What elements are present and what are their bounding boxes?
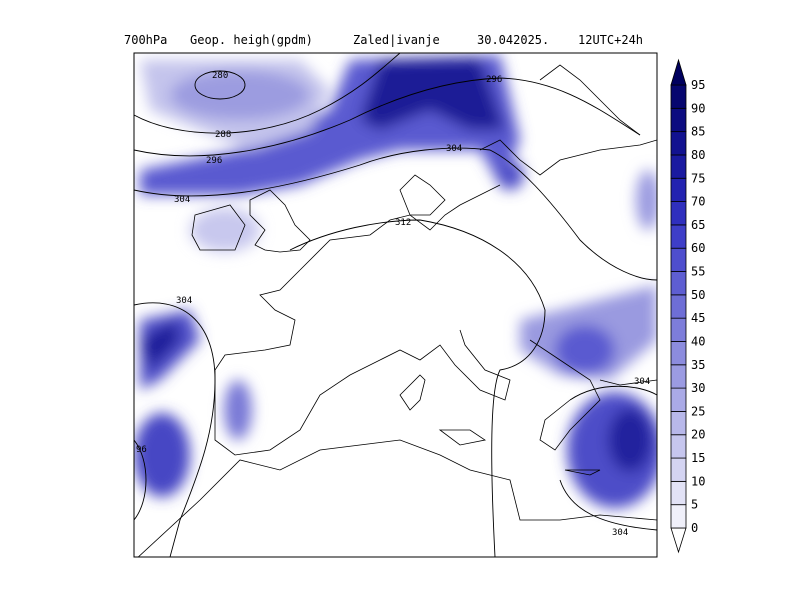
contour-label: 304: [612, 528, 628, 538]
colorbar-box: [670, 387, 687, 412]
colorbar-box: [670, 434, 687, 459]
contour-label: 280: [212, 71, 228, 81]
contour-label: 304: [174, 195, 190, 205]
contour-label: 96: [136, 445, 147, 455]
colorbar-box: [670, 107, 687, 133]
contour-label: 312: [395, 218, 411, 228]
colorbar-label: 15: [691, 451, 705, 465]
colorbar-label: 55: [691, 265, 705, 279]
contour-label: 288: [215, 130, 231, 140]
height-contours: [134, 53, 657, 557]
contour-label: 304: [446, 144, 462, 154]
colorbar-label: 25: [691, 404, 705, 418]
date-label: 30.042025.: [477, 33, 549, 47]
colorbar-box: [670, 201, 687, 226]
colorbar-box: [670, 317, 687, 342]
contour-label: 304: [176, 296, 192, 306]
colorbar-box: [670, 177, 687, 202]
colorbar-label: 95: [691, 78, 705, 92]
coastlines: [137, 64, 657, 557]
level-label: 700hPa: [124, 33, 167, 47]
run-label: 12UTC+24h: [578, 33, 643, 47]
colorbar-box: [670, 480, 687, 506]
colorbar-label: 85: [691, 125, 705, 139]
colorbar-label: 80: [691, 148, 705, 162]
colorbar-box: [670, 224, 687, 249]
colorbar-label: 60: [691, 241, 705, 255]
colorbar-box: [670, 247, 687, 272]
colorbar-label: 35: [691, 358, 705, 372]
colorbar-label: 0: [691, 521, 698, 535]
colorbar-box: [670, 411, 687, 436]
contour-label: 296: [486, 75, 502, 85]
colorbar-box: [670, 457, 687, 482]
colorbar: 0 5 10 15 20 25 30 35 40 45 50 55 60 65 70 75 80 85 90 95: [670, 58, 705, 554]
colorbar-label: 5: [691, 498, 698, 512]
colorbar-label: 50: [691, 288, 705, 302]
colorbar-box: [670, 341, 687, 366]
product-label: Zaled|ivanje: [353, 33, 440, 47]
colorbar-triangle: [670, 58, 687, 86]
colorbar-label: 75: [691, 171, 705, 185]
colorbar-box: [670, 271, 687, 296]
colorbar-box: [670, 131, 687, 156]
colorbar-label: 40: [691, 334, 705, 348]
colorbar-box: [670, 294, 687, 319]
colorbar-label: 65: [691, 218, 705, 232]
field-label: Geop. heigh(gpdm): [190, 33, 313, 47]
map-area: 280 288 296 304 312 304 96 304 304 296 3…: [134, 53, 657, 557]
map-frame: [133, 52, 658, 558]
colorbar-label: 90: [691, 101, 705, 115]
contour-label: 304: [634, 377, 650, 387]
colorbar-box: [670, 84, 687, 109]
colorbar-box: [670, 364, 687, 389]
colorbar-box: [670, 154, 687, 179]
colorbar-label: 30: [691, 381, 705, 395]
colorbar-triangle: [670, 527, 687, 554]
colorbar-box: [670, 504, 687, 529]
contour-label: 296: [206, 156, 222, 166]
colorbar-label: 10: [691, 474, 705, 488]
colorbar-label: 70: [691, 195, 705, 209]
colorbar-label: 45: [691, 311, 705, 325]
colorbar-label: 20: [691, 428, 705, 442]
